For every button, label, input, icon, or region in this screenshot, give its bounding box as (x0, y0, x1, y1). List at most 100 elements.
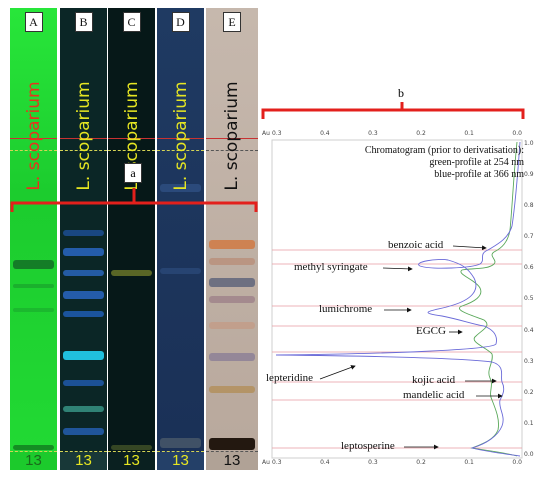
lane-letter: E (223, 12, 241, 32)
tick-label: 0.2 (416, 130, 426, 137)
tick-label: 0.3 (368, 130, 378, 137)
tick-label: 0.6 (524, 264, 534, 272)
lane-letter: A (24, 12, 43, 32)
band (63, 311, 104, 317)
lane-species-label: L. scoparium (73, 81, 94, 191)
bracket-a-label: a (124, 163, 142, 183)
tick-label: 0.2 (524, 388, 534, 396)
origin-line (10, 138, 57, 139)
lane-number: 13 (10, 452, 57, 470)
band (209, 386, 255, 393)
band (63, 248, 104, 256)
front-line (108, 150, 155, 151)
title-line: blue-profile at 366 nm (434, 169, 524, 180)
chromatogram-panel: 0.3 0.4 0.3 0.2 0.1 0.0 0.3 0.4 0.3 0.2 0.1 0.0 1.… (262, 130, 534, 470)
compound-label-mandelic-acid: mandelic acid (403, 389, 465, 401)
tick-label: 0.4 (320, 130, 330, 137)
tick-label: 0.3 (272, 459, 282, 466)
band (160, 184, 201, 192)
title-line: Chromatogram (prior to derivatisation): (364, 145, 524, 156)
band (209, 296, 255, 303)
tick-label: 1.0 (524, 140, 534, 147)
band (63, 351, 104, 360)
front-line (10, 150, 57, 151)
blue-profile (275, 141, 521, 457)
compound-label-lumichrome: lumichrome (319, 303, 373, 315)
band (160, 268, 201, 274)
compound-label-lepteridine: lepteridine (266, 372, 314, 384)
band (111, 270, 152, 276)
band (63, 291, 104, 299)
lane-letter: C (122, 12, 141, 32)
lane-number: 13 (157, 452, 204, 470)
lane-d: D L. scoparium 13 (157, 8, 204, 470)
lane-c: C L. scoparium 13 (108, 8, 155, 470)
compound-label-kojic-acid: kojic acid (412, 374, 456, 386)
lane-a: A L. scoparium 13 (10, 8, 57, 470)
baseline (10, 451, 57, 452)
compound-label-leptosperine: leptosperine (341, 440, 395, 452)
compound-label-benzoic-acid: benzoic acid (388, 239, 444, 251)
origin-line (60, 138, 107, 139)
tick-label: 0.3 (524, 357, 534, 365)
tick-label: 0.2 (416, 459, 426, 466)
front-line (157, 150, 204, 151)
corner-label-bottom-left: Au (262, 459, 270, 466)
band (63, 406, 104, 412)
lane-e-plate (206, 8, 258, 470)
baseline (60, 451, 107, 452)
lane-letter: B (74, 12, 93, 32)
band (209, 353, 255, 361)
band (111, 445, 152, 450)
band (209, 322, 255, 329)
tick-label: 0.3 (272, 130, 282, 137)
lane-number: 13 (108, 452, 155, 470)
band (209, 278, 255, 287)
x-axis-bottom-ticks: 0.3 0.4 0.3 0.2 0.1 0.0 (272, 459, 522, 469)
band (63, 230, 104, 236)
lane-c-plate (108, 8, 155, 470)
lane-letter: D (171, 12, 190, 32)
green-profile (459, 141, 518, 457)
tick-label: 0.0 (512, 459, 522, 466)
lane-species-label: L. scoparium (23, 81, 44, 191)
tick-label: 0.1 (464, 459, 474, 466)
lane-species-label: L. scoparium (222, 81, 242, 191)
compound-label-egcg: EGCG (416, 325, 446, 337)
front-line (60, 150, 107, 151)
bracket-b-label: b (393, 84, 409, 102)
origin-line (157, 138, 204, 139)
tick-label: 0.1 (464, 130, 474, 137)
front-line (206, 150, 258, 151)
band (63, 380, 104, 386)
band (63, 428, 104, 435)
lane-species-label: L. scoparium (170, 81, 191, 191)
lane-d-plate (157, 8, 204, 470)
band (209, 438, 255, 450)
y-axis-ticks: 1.0 0.9 0.8 0.7 0.6 0.5 0.4 0.3 0.2 0.1 0.0 (524, 140, 534, 458)
tick-label: 0.8 (524, 202, 534, 210)
band (13, 308, 54, 312)
tick-label: 0.1 (524, 419, 534, 427)
lane-number: 13 (60, 452, 107, 470)
tick-label: 0.9 (524, 171, 534, 179)
origin-line (108, 138, 155, 139)
band (63, 270, 104, 276)
lane-b-plate (60, 8, 107, 470)
tick-label: 0.0 (512, 130, 522, 137)
lane-number: 13 (206, 452, 258, 470)
compound-label-methyl-syringate: methyl syringate (294, 261, 368, 273)
baseline (108, 451, 155, 452)
origin-line (206, 138, 258, 139)
chromatogram-title: Chromatogram (prior to derivatisation): … (365, 145, 524, 181)
baseline (157, 451, 204, 452)
baseline (206, 451, 258, 452)
tick-label: 0.5 (524, 295, 534, 303)
corner-label-top-left: Au (262, 130, 270, 137)
tick-label: 0.3 (368, 459, 378, 466)
tick-label: 0.0 (524, 450, 534, 458)
lane-b: B L. scoparium 13 (60, 8, 107, 470)
lane-a-plate (10, 8, 57, 470)
band (13, 284, 54, 288)
tick-label: 0.7 (524, 233, 534, 241)
